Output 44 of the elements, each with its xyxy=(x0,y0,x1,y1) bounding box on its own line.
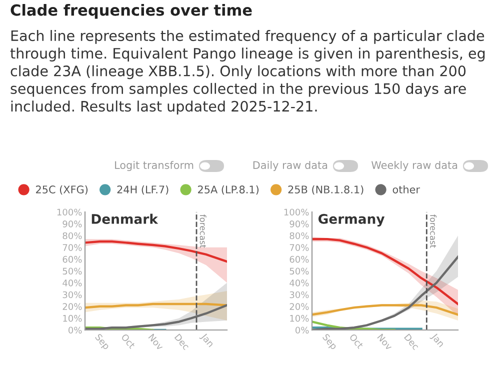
text: Clade frequencies over time xyxy=(10,4,252,19)
line-series xyxy=(312,304,458,316)
text: Each line represents the estimated frequency of a particular clade through time. Equivalent Pango lineage is given in parenthesis, eg clade 23A (lineage XBB.1.5). Only locations with more than 200 sequences from samples collected in the previous 150 days are included. Results last updated 2025-12-21. xyxy=(10,30,485,114)
y-tick-label: 50% xyxy=(62,268,82,275)
legend-label: 25C (XFG) xyxy=(36,185,88,195)
x-tick-label: Oct xyxy=(120,333,136,350)
y-tick-label: 60% xyxy=(290,256,309,263)
y-tick-label: 10% xyxy=(63,314,82,322)
legend-label: other xyxy=(392,185,420,194)
y-tick-label: 10% xyxy=(290,314,309,322)
y-tick-label: 0% xyxy=(295,326,309,334)
y-tick-label: 70% xyxy=(290,244,309,251)
y-tick-label: 40% xyxy=(62,280,82,286)
y-tick-label: 80% xyxy=(290,232,309,240)
x-tick-label: Sep xyxy=(320,333,338,352)
ref-line-label: forecast xyxy=(430,214,437,248)
line-series xyxy=(312,320,396,330)
chart-title: Denmark xyxy=(92,214,158,224)
text: Daily raw data xyxy=(253,160,328,172)
y-tick-label: 70% xyxy=(62,244,82,251)
y-tick-label: 30% xyxy=(290,291,309,298)
x-tick-label: Oct xyxy=(349,333,364,350)
y-tick-label: 90% xyxy=(62,220,82,228)
y-tick-label: 20% xyxy=(290,303,309,310)
y-tick-label: 60% xyxy=(62,256,82,263)
x-tick-label: Sep xyxy=(94,333,110,352)
y-tick-label: 80% xyxy=(62,232,82,240)
text: Weekly raw data xyxy=(371,160,458,172)
y-tick-label: 30% xyxy=(62,291,82,298)
chart-title: Germany xyxy=(318,214,385,227)
y-tick-label: 90% xyxy=(290,220,309,228)
x-tick-label: Jan xyxy=(430,332,445,348)
y-tick-label: 100% xyxy=(284,208,309,216)
y-tick-label: 0% xyxy=(68,326,82,334)
text: Logit transform xyxy=(115,160,194,172)
legend-label: 25B (NB.1.8.1) xyxy=(288,185,364,195)
ref-line-label: forecast xyxy=(200,214,206,248)
legend-label: 25A (LP.8.1) xyxy=(198,185,259,195)
y-tick-label: 20% xyxy=(62,303,82,310)
y-tick-label: 40% xyxy=(290,280,309,286)
y-tick-label: 50% xyxy=(290,268,309,275)
x-tick-label: Jan xyxy=(199,332,214,348)
y-tick-label: 100% xyxy=(57,208,82,216)
legend-label: 24H (LF.7) xyxy=(117,185,168,195)
